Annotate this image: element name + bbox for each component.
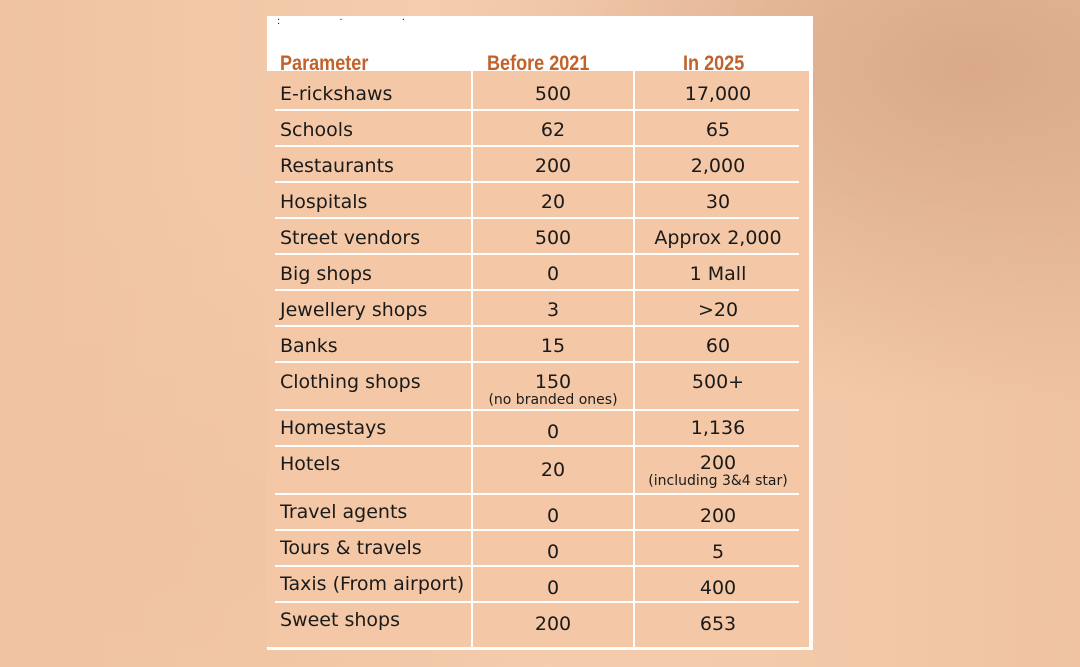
cell-before-2021: 0 — [546, 263, 560, 285]
cell-in-2025: 60 — [705, 335, 731, 357]
cell-parameter: Sweet shops — [280, 609, 400, 631]
cell-before-2021: 500 — [534, 83, 572, 105]
row-divider — [275, 409, 799, 411]
cell-in-2025: 17,000 — [684, 83, 752, 105]
row-divider — [275, 361, 799, 363]
cell-before-2021: 20 — [540, 459, 566, 481]
cell-before-2021: 0 — [546, 577, 560, 599]
row-divider — [275, 253, 799, 255]
cell-before-2021: 20 — [540, 191, 566, 213]
table-row: Tours & travels 0 5 — [267, 531, 809, 567]
comparison-table-card: . . . . Parameter Before 2021 In 2025 E-… — [267, 16, 813, 650]
cell-before-2021: 200 — [534, 613, 572, 635]
cell-parameter: Taxis (From airport) — [280, 573, 465, 595]
cell-before-2021: 0 — [546, 541, 560, 563]
cell-before-2021: 150 (no branded ones) — [473, 371, 633, 407]
cell-value: 150 — [534, 371, 572, 393]
table-row: Travel agents 0 200 — [267, 495, 809, 531]
cell-in-2025: 653 — [699, 613, 737, 635]
row-divider — [275, 565, 799, 567]
cell-in-2025: 200 — [699, 505, 737, 527]
cell-in-2025: 1 Mall — [689, 263, 747, 285]
row-divider — [275, 325, 799, 327]
cell-parameter: Big shops — [280, 263, 372, 285]
cell-parameter: Street vendors — [280, 227, 421, 249]
row-divider — [275, 217, 799, 219]
cell-in-2025: 200 (including 3&4 star) — [635, 452, 801, 488]
cell-parameter: Travel agents — [280, 501, 408, 523]
cell-in-2025: 500+ — [691, 371, 745, 393]
table-row: Clothing shops 150 (no branded ones) 500… — [267, 363, 809, 411]
cell-parameter: Restaurants — [280, 155, 394, 177]
header-in-2025: In 2025 — [683, 52, 745, 75]
row-divider — [275, 445, 799, 447]
column-divider — [633, 71, 635, 647]
row-divider — [275, 181, 799, 183]
cell-parameter: Homestays — [280, 417, 387, 439]
cell-in-2025: 2,000 — [690, 155, 746, 177]
cell-in-2025: 5 — [711, 541, 725, 563]
table-row: E-rickshaws 500 17,000 — [267, 71, 809, 111]
table-row: Hospitals 20 30 — [267, 183, 809, 219]
cell-in-2025: 400 — [699, 577, 737, 599]
cell-parameter: Hotels — [280, 453, 341, 475]
cell-note: (including 3&4 star) — [648, 473, 788, 489]
cell-before-2021: 0 — [546, 505, 560, 527]
cell-before-2021: 62 — [540, 119, 566, 141]
cell-parameter: Banks — [280, 335, 338, 357]
row-divider — [275, 601, 799, 603]
cropped-title-text: . . . . — [277, 16, 433, 27]
cell-before-2021: 3 — [546, 299, 560, 321]
data-table: E-rickshaws 500 17,000 Schools 62 65 Res… — [267, 71, 809, 647]
header-before-2021: Before 2021 — [487, 52, 590, 75]
table-row: Restaurants 200 2,000 — [267, 147, 809, 183]
table-header: Parameter Before 2021 In 2025 — [267, 32, 813, 75]
cell-in-2025: 65 — [705, 119, 731, 141]
table-row: Schools 62 65 — [267, 111, 809, 147]
row-divider — [275, 529, 799, 531]
cell-before-2021: 15 — [540, 335, 566, 357]
cell-in-2025: 1,136 — [690, 417, 746, 439]
cell-parameter: Hospitals — [280, 191, 368, 213]
row-divider — [275, 493, 799, 495]
cell-in-2025: Approx 2,000 — [654, 227, 782, 249]
cell-parameter: E-rickshaws — [280, 83, 393, 105]
cell-before-2021: 200 — [534, 155, 572, 177]
cell-parameter: Clothing shops — [280, 371, 421, 393]
cell-parameter: Schools — [280, 119, 353, 141]
cell-parameter: Tours & travels — [280, 537, 422, 559]
cell-in-2025: >20 — [697, 299, 739, 321]
table-row: Banks 15 60 — [267, 327, 809, 363]
column-divider — [471, 71, 473, 647]
cell-value: 200 — [699, 452, 737, 474]
header-parameter: Parameter — [280, 52, 369, 75]
cell-before-2021: 500 — [534, 227, 572, 249]
row-divider — [275, 109, 799, 111]
row-divider — [275, 289, 799, 291]
table-row: Taxis (From airport) 0 400 — [267, 567, 809, 603]
cell-before-2021: 0 — [546, 421, 560, 443]
cell-parameter: Jewellery shops — [280, 299, 428, 321]
table-row: Jewellery shops 3 >20 — [267, 291, 809, 327]
row-divider — [275, 145, 799, 147]
table-row: Hotels 20 200 (including 3&4 star) — [267, 447, 809, 495]
table-row: Street vendors 500 Approx 2,000 — [267, 219, 809, 255]
table-row: Sweet shops 200 653 — [267, 603, 809, 647]
table-row: Homestays 0 1,136 — [267, 411, 809, 447]
cell-note: (no branded ones) — [488, 392, 618, 408]
cell-in-2025: 30 — [705, 191, 731, 213]
table-row: Big shops 0 1 Mall — [267, 255, 809, 291]
